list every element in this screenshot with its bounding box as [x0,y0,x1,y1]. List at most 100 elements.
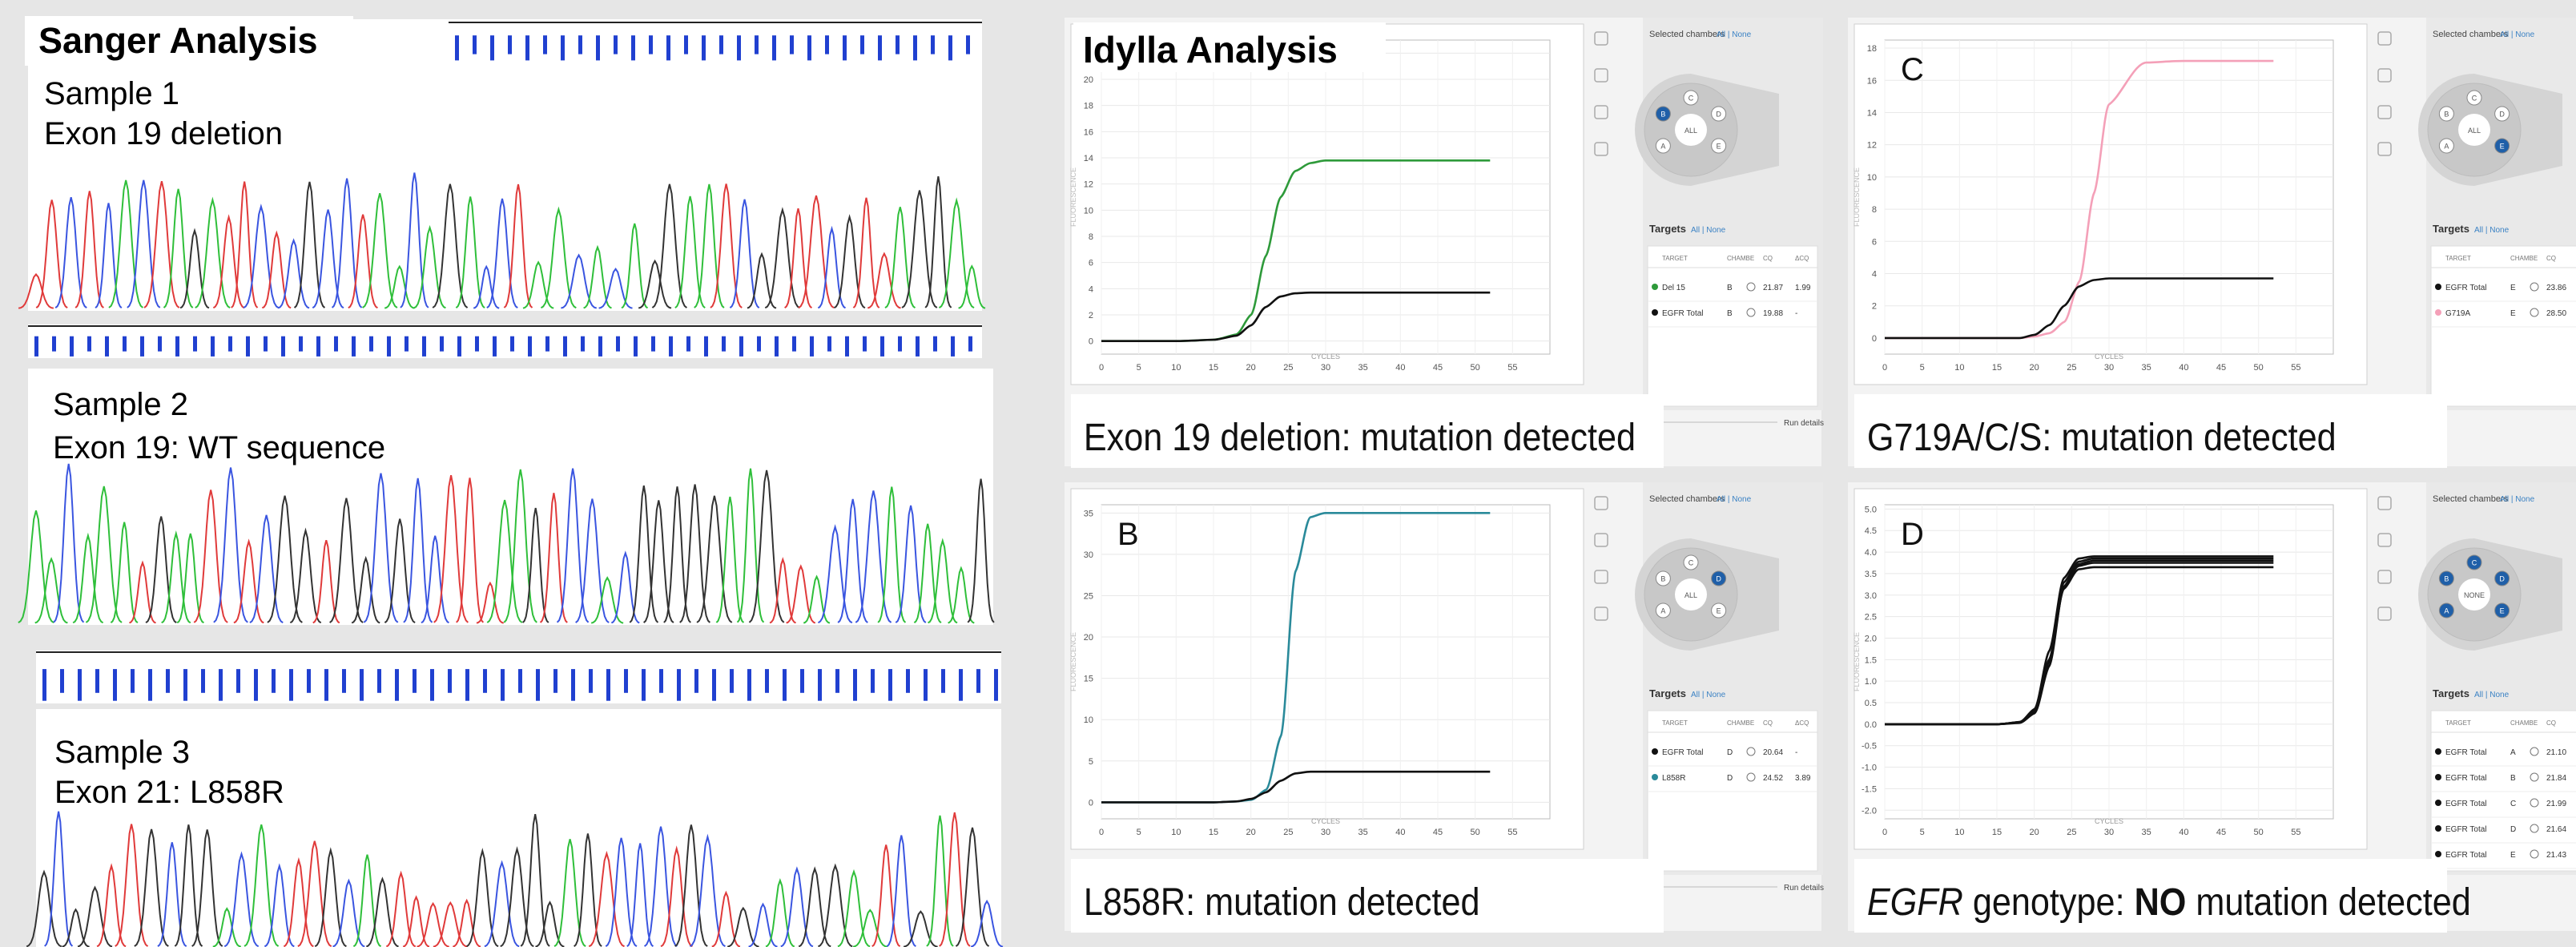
y-tick-label: 8 [1872,205,1877,215]
row-dot [2435,851,2441,857]
x-tick-label: 10 [1171,828,1181,837]
base-marker [316,336,320,357]
table-cell: 21.87 [1763,284,1783,292]
base-marker [430,669,434,701]
table-cell: 21.10 [2546,748,2566,757]
x-tick-label: 15 [1992,828,2002,837]
chamber-label: C [1688,559,1694,567]
x-tick-label: 30 [2104,363,2114,373]
table-cell: 3.89 [1795,774,1811,783]
y-tick-label: -1.0 [1862,764,1877,773]
chamber-label: A [1660,143,1665,151]
sanger-title: Sanger Analysis [38,20,318,61]
chamber-label: B [2444,575,2449,583]
base-marker [289,669,293,701]
idylla-panel: 0246810121416180510152025303540455055CYC… [1848,18,2576,468]
y-tick-label: -0.5 [1862,742,1877,752]
x-tick-label: 50 [1471,828,1480,837]
table-header: TARGET [2445,719,2471,727]
sample-detail: Exon 19 deletion [44,116,283,151]
base-marker [493,336,497,357]
y-tick-label: 6 [1872,237,1877,247]
row-dot [1652,284,1658,290]
table-header: CHAMBE [1727,719,1754,727]
y-axis-label: FLUORESCENCE [1853,167,1861,227]
table-cell: EGFR Total [2445,748,2487,757]
table-cell: EGFR Total [2445,825,2487,834]
base-marker [624,669,628,693]
x-tick-label: 40 [2179,363,2188,373]
y-tick-label: 20 [1084,633,1093,643]
x-tick-label: 20 [1246,828,1256,837]
x-tick-label: 20 [1246,363,1256,373]
base-marker [387,336,391,357]
caption-part: genotype: [1963,881,2135,924]
base-marker [211,336,215,357]
chamber-label: C [2472,95,2477,103]
base-marker [525,35,529,60]
base-marker [158,336,162,352]
target-links: All | None [1691,691,1726,699]
base-marker [272,669,276,693]
base-marker [299,336,303,352]
base-marker [201,669,205,693]
table-cell: C [2510,800,2516,808]
base-marker [871,669,875,693]
table-header: CHAMBE [1727,255,1754,262]
y-tick-label: 16 [1084,127,1093,137]
base-marker [863,336,867,352]
base-marker [589,669,593,693]
chamber-label: D [1716,575,1721,583]
x-tick-label: 35 [2142,363,2151,373]
base-marker [501,669,505,701]
idylla-title: Idylla Analysis [1083,29,1338,71]
x-tick-label: 30 [1321,828,1330,837]
y-tick-label: 10 [1084,206,1093,216]
base-marker [281,336,285,357]
y-tick-label: 10 [1084,715,1093,725]
chamber-label: C [2472,559,2477,567]
base-marker [60,669,64,693]
x-tick-label: 0 [1882,363,1887,373]
base-marker [704,336,708,357]
base-marker [518,669,522,693]
base-marker [578,35,582,54]
y-tick-label: 0 [1089,798,1093,808]
x-tick-label: 30 [1321,363,1330,373]
base-marker [413,669,417,693]
selected-chambers-label: Selected chambers [1649,30,1725,39]
table-cell: 21.64 [2546,825,2566,834]
x-tick-label: 35 [1358,828,1368,837]
table-cell: Del 15 [1662,284,1685,292]
table-header: CQ [2546,255,2556,262]
y-tick-label: 0.0 [1865,720,1877,730]
base-marker [783,669,787,701]
row-dot [2435,800,2441,806]
x-tick-label: 50 [2254,828,2264,837]
base-marker [254,669,258,701]
base-marker [941,669,945,693]
base-marker [324,669,328,701]
base-marker [968,336,972,352]
x-tick-label: 40 [1395,828,1405,837]
base-marker [483,669,487,693]
base-marker [790,35,794,54]
base-marker [87,336,91,352]
y-tick-label: 4.5 [1865,526,1877,536]
chamber-links: All | None [1717,495,1752,504]
x-tick-label: 10 [1954,828,1964,837]
y-tick-label: 2 [1872,302,1877,312]
base-marker [966,35,970,54]
base-marker [307,669,311,693]
base-marker [510,336,514,352]
base-marker [757,336,761,352]
base-marker [571,669,575,701]
rotor-center-label: ALL [1684,591,1697,599]
chamber-label: C [1688,95,1694,103]
y-axis-label: FLUORESCENCE [1853,632,1861,691]
base-marker [810,336,814,357]
target-table [2431,246,2576,406]
base-marker [818,669,822,701]
table-header: CHAMBE [2510,255,2538,262]
selected-chambers-label: Selected chambers [2433,494,2509,504]
